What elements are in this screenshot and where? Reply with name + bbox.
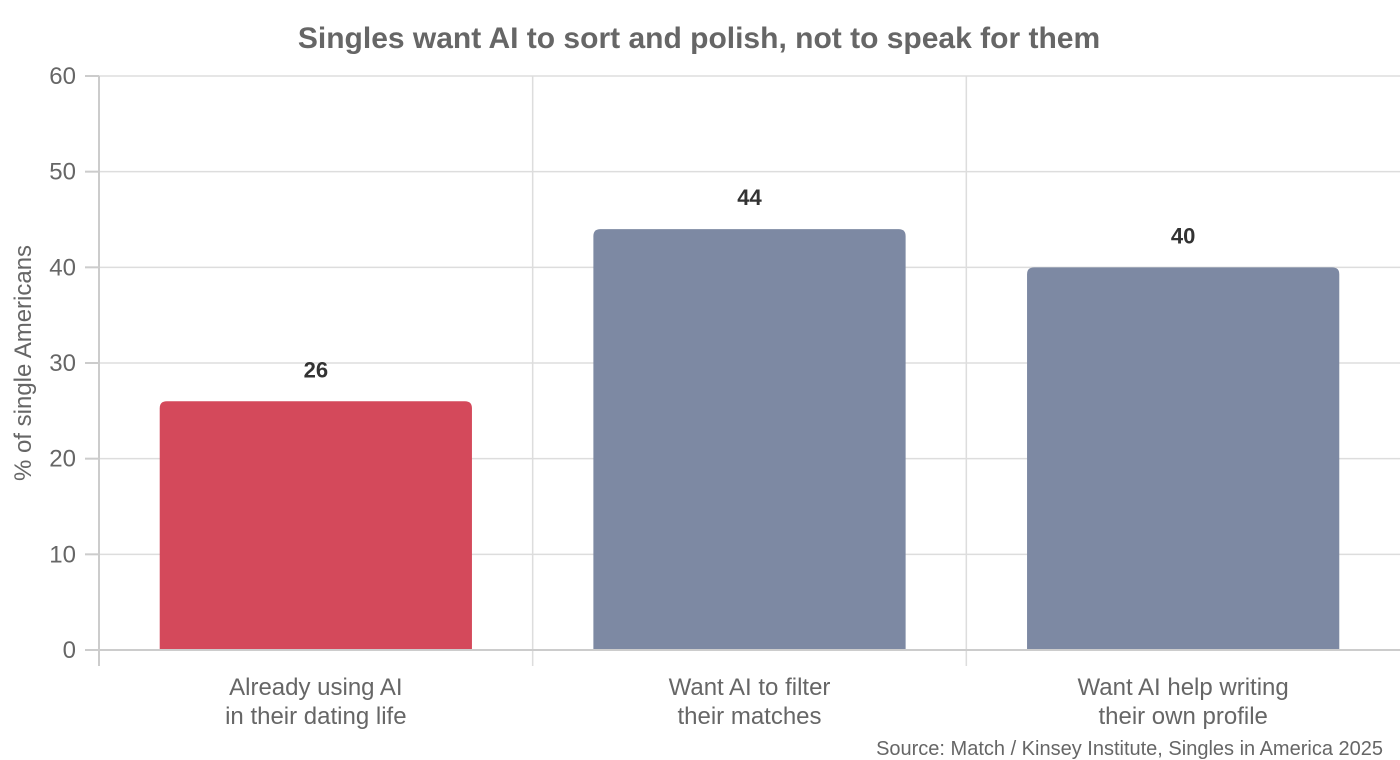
y-tick-label: 10 <box>49 541 76 568</box>
x-tick-label: Want AI help writing their own profile <box>1078 674 1289 730</box>
y-tick-label: 30 <box>49 350 76 377</box>
tick-labels: 0 10 20 30 40 50 60 Already using AI in their da… <box>49 63 1288 730</box>
bars <box>159 229 1340 651</box>
x-tick-label: Want AI to filter their matches <box>669 674 831 730</box>
data-label: 44 <box>737 185 762 210</box>
chart-title: Singles want AI to sort and polish, not … <box>298 22 1100 55</box>
y-tick-label: 0 <box>63 637 76 664</box>
y-tick-label: 50 <box>49 159 76 186</box>
y-tick-label: 20 <box>49 446 76 473</box>
y-tick-label: 40 <box>49 254 76 281</box>
data-label: 40 <box>1171 223 1195 248</box>
y-axis-label: % of single Americans <box>10 245 37 481</box>
source-note: Source: Match / Kinsey Institute, Single… <box>876 738 1383 760</box>
axes <box>85 75 1400 666</box>
bar <box>1027 267 1340 650</box>
data-labels: 26 44 40 <box>304 185 1196 382</box>
x-tick-label: Already using AI in their dating life <box>225 674 406 730</box>
data-label: 26 <box>304 357 328 382</box>
bar <box>593 229 906 651</box>
bar <box>159 401 472 650</box>
y-tick-label: 60 <box>49 63 76 90</box>
